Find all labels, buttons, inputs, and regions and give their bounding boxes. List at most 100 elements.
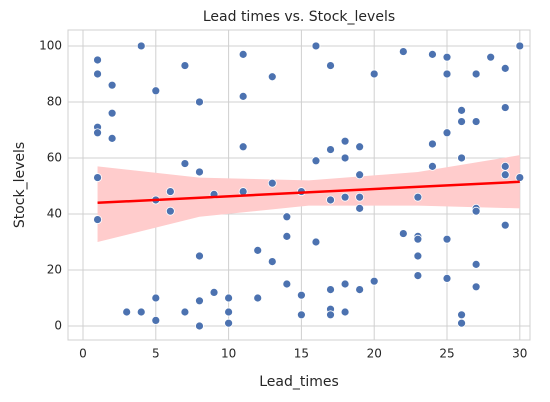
- data-point: [398, 47, 408, 56]
- y-tick-label: 20: [47, 262, 62, 276]
- data-point: [442, 273, 452, 283]
- data-point: [267, 257, 277, 266]
- data-point: [355, 203, 365, 213]
- data-point: [107, 80, 117, 90]
- data-point: [297, 290, 306, 300]
- data-point: [428, 161, 437, 171]
- data-point: [311, 237, 321, 247]
- x-axis-label: Lead_times: [259, 374, 339, 390]
- x-tick-label: 25: [439, 347, 454, 361]
- plot-frame: [67, 29, 531, 341]
- data-point: [471, 282, 481, 292]
- data-point: [209, 287, 219, 297]
- data-point: [267, 72, 277, 82]
- data-point: [471, 117, 481, 126]
- data-point: [442, 234, 452, 244]
- x-tick-label: 30: [512, 347, 527, 361]
- y-tick-label: 60: [47, 150, 62, 164]
- y-tick-label: 40: [47, 206, 62, 220]
- data-point: [107, 108, 117, 118]
- data-point: [297, 310, 306, 320]
- data-point: [355, 142, 365, 152]
- data-point: [369, 69, 379, 79]
- data-point: [253, 245, 263, 255]
- data-point: [457, 153, 466, 163]
- data-point: [136, 307, 146, 317]
- data-point: [398, 229, 408, 238]
- data-point: [151, 293, 161, 303]
- data-point: [500, 161, 510, 171]
- data-point: [180, 61, 190, 70]
- data-point: [165, 206, 175, 216]
- data-point: [326, 310, 335, 320]
- y-axis-label: Stock_levels: [12, 142, 28, 228]
- data-point: [471, 259, 481, 269]
- regression-line: [97, 180, 520, 205]
- data-point: [355, 285, 365, 294]
- data-point: [413, 271, 423, 280]
- x-tick-label: 15: [294, 347, 309, 361]
- data-point: [224, 307, 234, 317]
- data-point: [93, 128, 102, 138]
- data-point: [93, 215, 102, 224]
- data-point: [355, 170, 365, 180]
- data-point: [180, 159, 190, 168]
- data-point: [369, 276, 379, 286]
- x-tick-label: 5: [152, 347, 160, 361]
- data-point: [428, 139, 437, 149]
- data-point: [122, 307, 132, 317]
- confidence-band: [97, 155, 520, 242]
- data-point: [326, 145, 335, 154]
- data-point: [93, 173, 102, 182]
- data-point: [457, 318, 466, 328]
- data-point: [195, 321, 204, 331]
- data-point: [107, 133, 117, 143]
- data-point: [442, 52, 452, 62]
- data-point: [340, 307, 350, 317]
- data-point: [282, 212, 292, 222]
- x-tick-label: 10: [221, 347, 236, 361]
- data-point: [151, 86, 161, 96]
- y-tick-label: 100: [39, 38, 62, 52]
- x-tick-label: 20: [367, 347, 382, 361]
- data-point: [326, 195, 335, 205]
- data-point: [442, 128, 452, 138]
- data-point: [311, 41, 321, 51]
- data-point: [93, 69, 102, 79]
- y-tick-label: 80: [47, 94, 62, 108]
- chart-title: Lead times vs. Stock_levels: [203, 9, 395, 25]
- data-point: [457, 105, 466, 115]
- data-point: [326, 61, 335, 70]
- data-point: [238, 142, 248, 152]
- data-point: [340, 153, 350, 163]
- data-point: [267, 178, 277, 188]
- data-point: [224, 293, 234, 303]
- data-point: [93, 55, 102, 65]
- data-point: [515, 41, 525, 51]
- data-point: [500, 63, 510, 73]
- data-point: [136, 41, 146, 51]
- data-point: [195, 296, 204, 306]
- data-point: [282, 279, 292, 289]
- data-point: [282, 231, 292, 241]
- data-point: [151, 315, 161, 325]
- data-point: [195, 167, 204, 177]
- data-point: [340, 279, 350, 289]
- data-point: [500, 220, 510, 230]
- data-point: [486, 52, 496, 62]
- data-point: [413, 234, 423, 244]
- data-point: [340, 192, 350, 202]
- data-point: [457, 310, 466, 320]
- data-point: [413, 192, 423, 202]
- data-point: [165, 187, 175, 196]
- data-point: [224, 318, 234, 328]
- data-point: [500, 170, 510, 180]
- data-point: [428, 49, 437, 59]
- data-point: [355, 192, 365, 202]
- data-point: [238, 49, 248, 59]
- data-point: [442, 69, 452, 79]
- data-point: [180, 307, 190, 317]
- data-point: [195, 97, 204, 107]
- data-point: [471, 206, 481, 216]
